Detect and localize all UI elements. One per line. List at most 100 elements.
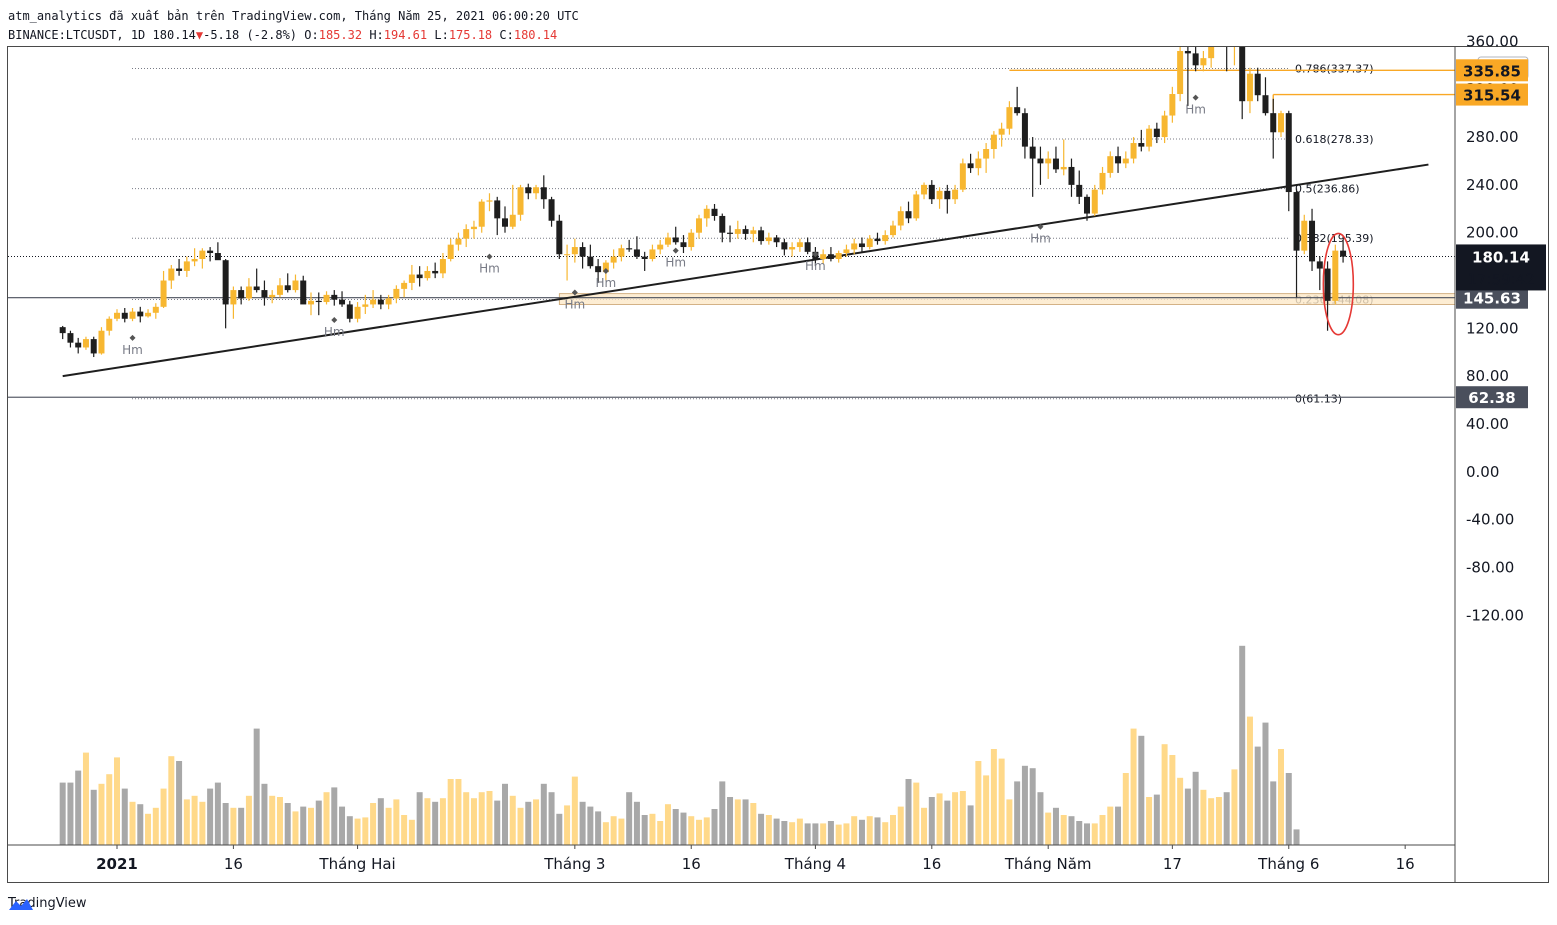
candle-body	[796, 242, 803, 248]
candle-body	[137, 311, 144, 317]
pattern-marker-icon	[812, 251, 819, 258]
volume-bar	[439, 798, 446, 845]
candle-body	[98, 330, 105, 354]
candle-body	[1169, 94, 1176, 116]
open-value: 185.32	[318, 28, 363, 42]
candle-body	[1107, 156, 1114, 173]
volume-bar	[129, 801, 136, 845]
volume-bar	[509, 795, 516, 845]
volume-bar	[447, 779, 454, 845]
volume-bar	[1091, 823, 1098, 845]
candle-body	[750, 230, 757, 234]
time-tick-label: Tháng Hai	[318, 855, 395, 873]
candle-body	[1146, 128, 1153, 147]
volume-bar	[59, 782, 66, 845]
time-tick-label: 16	[682, 855, 701, 873]
candle-body	[1246, 73, 1253, 102]
pattern-marker-icon	[331, 316, 338, 323]
candle-body	[1285, 113, 1292, 193]
volume-bar	[152, 807, 159, 845]
volume-bar	[1184, 788, 1191, 845]
volume-bar	[928, 797, 935, 845]
volume-bar	[959, 791, 966, 845]
volume-bar	[315, 800, 322, 845]
candle-body	[952, 189, 959, 200]
candle-body	[734, 229, 741, 234]
time-tick-label: Tháng 6	[1257, 855, 1319, 873]
pattern-marker-icon	[129, 334, 136, 341]
close-label: C:	[499, 28, 514, 42]
candle-body	[913, 194, 920, 219]
fib-level-label: 0.5(236.86)	[1295, 183, 1360, 196]
volume-bar	[1200, 789, 1207, 845]
candle-body	[59, 327, 66, 334]
volume-bar	[1014, 781, 1021, 845]
volume-bar	[657, 821, 664, 845]
symbol-label[interactable]: BINANCE:LTCUSDT, 1D	[8, 28, 146, 42]
candle-body	[998, 128, 1005, 135]
candle-body	[214, 253, 221, 261]
candle-body	[1224, 6, 1230, 47]
plot-area: 1.272(508.18)1(412.59)0.786(337.37)0.618…	[8, 6, 1455, 845]
candle-body	[207, 250, 214, 254]
volume-bar	[160, 788, 167, 845]
candle-body	[1115, 156, 1122, 164]
candle-body	[408, 274, 415, 283]
candle-body	[1278, 113, 1284, 133]
time-tick-label: 16	[922, 855, 941, 873]
candle-body	[688, 232, 695, 248]
support-zone	[558, 293, 1455, 305]
candle-body	[928, 184, 935, 200]
candle-body	[959, 163, 966, 190]
price-tick-label: 0.00	[1466, 463, 1499, 481]
candle-body	[1200, 58, 1207, 66]
candle-body	[276, 285, 283, 295]
volume-bar	[1239, 645, 1246, 845]
volume-bar	[183, 799, 190, 845]
candle-body	[866, 238, 873, 248]
candle-body	[393, 288, 400, 299]
volume-bar	[672, 809, 679, 845]
volume-bar	[67, 782, 74, 845]
candle-body	[1301, 220, 1308, 251]
time-tick-label: 16	[224, 855, 243, 873]
volume-bar	[300, 806, 307, 845]
tradingview-logo-icon[interactable]	[8, 896, 34, 912]
volume-bar	[191, 795, 198, 845]
price-tag	[1456, 286, 1528, 309]
pattern-label: Hm	[564, 297, 585, 311]
volume-bar	[897, 806, 904, 845]
candle-body	[300, 280, 307, 305]
current-price-tag	[1456, 244, 1546, 291]
volume-bar	[253, 728, 260, 845]
volume-bar	[393, 799, 400, 845]
candle-body	[67, 333, 74, 343]
candle-body	[1045, 158, 1052, 164]
candle-body	[439, 259, 446, 274]
highlight-ellipse	[1322, 232, 1355, 336]
candle-body	[882, 235, 889, 242]
price-tick-label: 280.00	[1466, 128, 1519, 146]
volume-bar	[346, 816, 353, 845]
volume-bar	[626, 792, 633, 845]
volume-bar	[758, 813, 765, 845]
volume-bar	[533, 799, 540, 845]
price-change: -5.18 (-2.8%)	[203, 28, 298, 42]
candle-body	[1309, 220, 1316, 262]
time-tick-label: Tháng 4	[784, 855, 846, 873]
volume-bar	[1231, 769, 1238, 845]
candle-body	[1239, 47, 1246, 102]
volume-bar	[176, 761, 183, 845]
volume-bar	[82, 752, 89, 845]
volume-bar	[781, 821, 788, 845]
volume-bar	[610, 816, 617, 845]
candle-body	[191, 259, 198, 262]
pattern-label: Hm	[324, 325, 345, 339]
candle-body	[1130, 143, 1137, 159]
volume-bar	[1115, 806, 1122, 845]
pattern-label: Hm	[1030, 232, 1051, 246]
candle-body	[672, 237, 679, 243]
volume-bar	[548, 792, 555, 845]
candle-body	[346, 304, 353, 319]
